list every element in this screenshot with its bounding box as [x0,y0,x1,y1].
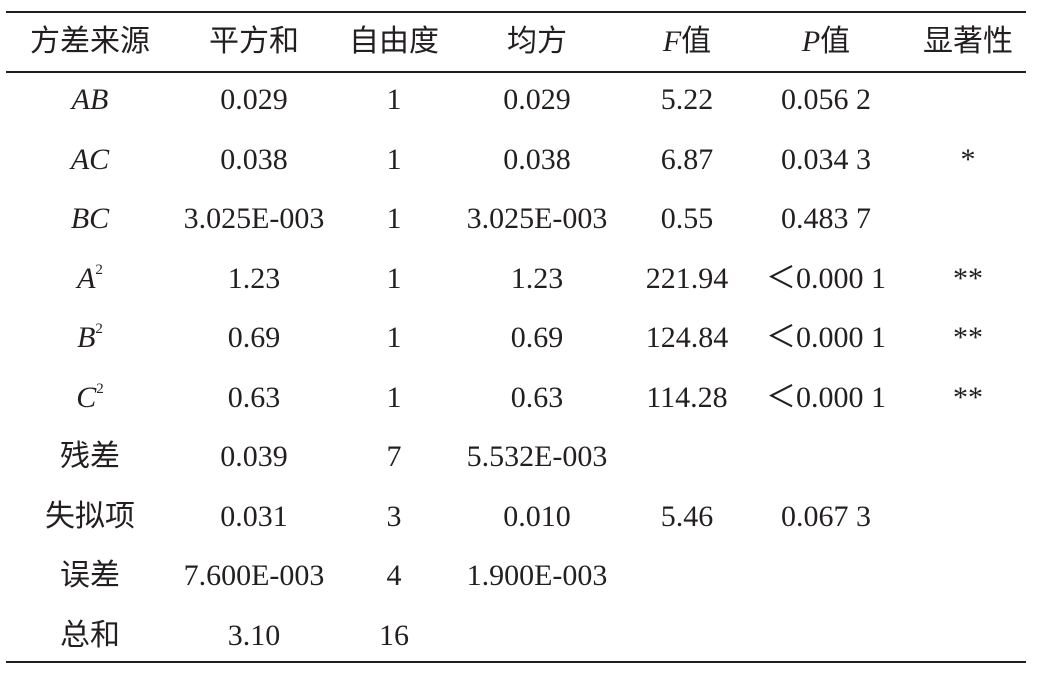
table-cell: 误差 [60,559,120,592]
text: 值 [820,25,851,58]
table-cell: 7.600E-003 [183,559,325,592]
table-cell: 0.483 7 [781,202,871,235]
table-cell: 0.55 [660,202,714,235]
table-cell: 0.69 [227,321,281,354]
variable: P [801,25,821,58]
table-cell: ＜0.000 1 [766,321,886,354]
table-cell: 0.63 [510,380,564,414]
table-cell: 4 [386,559,402,592]
table-cell: 5.532E-003 [466,440,608,473]
table-cell: * [960,142,976,176]
table-cell: 0.031 [220,499,288,533]
table-cell: C2 [0,378,180,418]
superscript: 2 [96,380,104,397]
table-cell: A2 [0,259,180,299]
table-cell: ** [953,380,983,414]
table-cell: 1 [386,380,402,414]
text: 值 [681,25,712,58]
header-cell: 平方和 [209,25,299,58]
variable: BC [70,202,110,235]
superscript: 2 [95,321,103,337]
table-cell: 0.029 [220,83,288,116]
header-cell: P值 [736,22,916,62]
table-cell: 1 [386,142,402,176]
variable: B [77,321,96,354]
header-cell: 显著性 [923,25,1013,58]
table-cell: 0.039 [220,440,288,473]
variable: C [76,380,97,414]
variable: AC [70,142,110,176]
table-cell: 1.900E-003 [466,559,608,592]
table-cell: 0.69 [510,321,564,354]
table-cell: 16 [379,618,409,652]
table-cell: 5.22 [660,83,714,116]
table-cell: 1 [386,261,402,295]
table-cell: AB [0,80,180,120]
table-cell: 0.038 [503,142,571,176]
table-cell: B2 [0,318,180,358]
table-cell: ** [953,321,983,354]
table-cell: 114.28 [646,380,728,414]
header-cell: 均方 [507,25,567,58]
table-cell: BC [0,199,180,239]
superscript: 2 [95,261,103,278]
variable: A [77,261,96,295]
table-cell: 3.025E-003 [466,202,608,235]
bottom-rule [6,661,1026,663]
table-cell: 1 [386,202,402,235]
table-cell: 3.025E-003 [183,202,325,235]
table-cell: 1 [386,321,402,354]
table-cell: 0.056 2 [781,83,871,116]
header-cell: 方差来源 [30,25,150,58]
table-cell: 失拟项 [45,499,135,533]
table-cell: 0.038 [220,142,288,176]
variable: F [662,25,682,58]
table-cell: 0.010 [503,499,571,533]
table-cell: 残差 [60,440,120,473]
table-cell: 0.63 [227,380,281,414]
table-cell: 124.84 [645,321,729,354]
table-cell: 6.87 [660,142,714,176]
table-cell: ＜0.000 1 [766,380,886,414]
table-cell: 221.94 [645,261,729,295]
table-cell: AC [0,140,180,180]
table-cell: 1.23 [227,261,281,295]
table-cell: 1 [386,83,402,116]
table-cell: 3.10 [227,618,281,652]
table-cell: 7 [386,440,402,473]
table-cell: 0.067 3 [781,499,871,533]
table-cell: 3 [386,499,402,533]
table-cell: 0.034 3 [781,142,871,176]
header-cell: F值 [597,22,777,62]
variable: AB [71,83,109,116]
table-cell: 总和 [60,618,120,652]
table-cell: ＜0.000 1 [766,261,886,295]
table-cell: 0.029 [503,83,571,116]
table-cell: 5.46 [660,499,714,533]
header-cell: 自由度 [349,25,439,58]
table-cell: 1.23 [510,261,564,295]
header-rule [6,71,1026,73]
table-cell: ** [953,261,983,295]
top-rule [6,11,1026,13]
